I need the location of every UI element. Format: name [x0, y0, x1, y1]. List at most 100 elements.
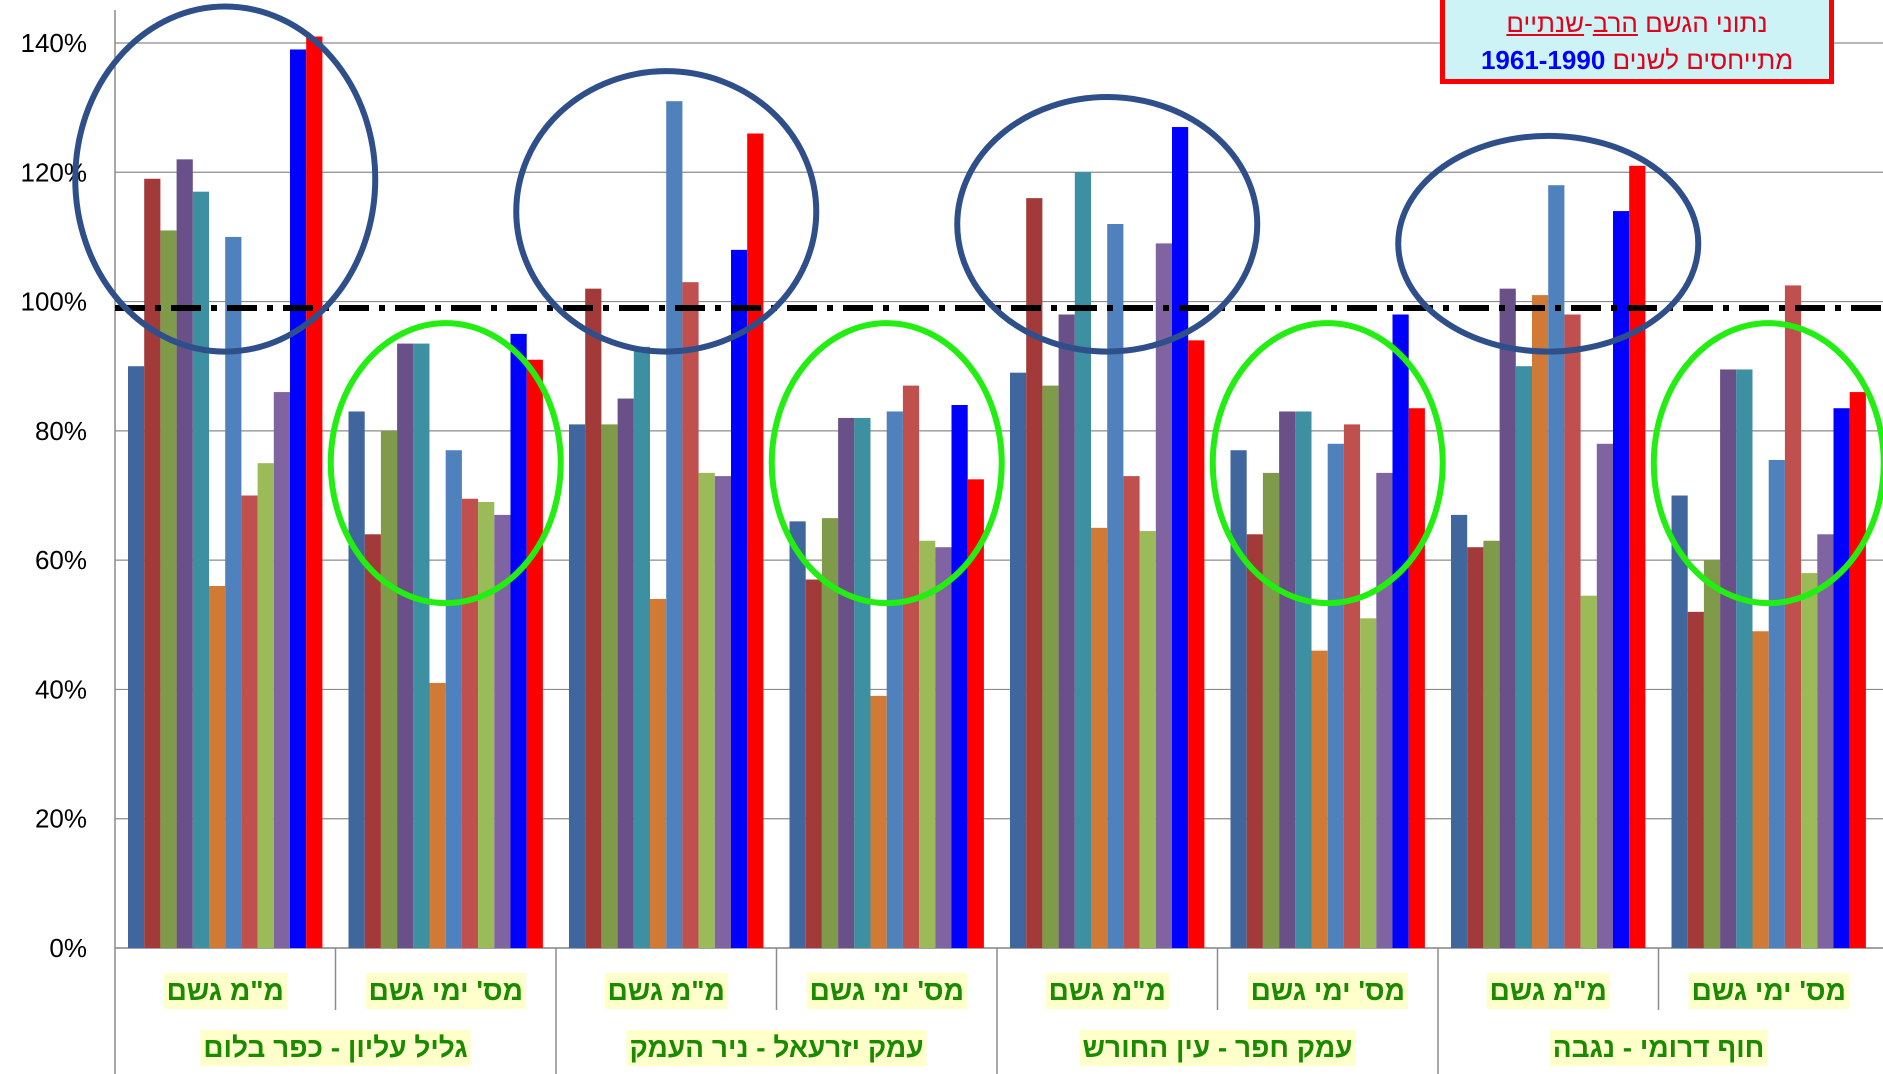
bar: [870, 695, 887, 948]
bar: [1629, 165, 1646, 949]
bar: [306, 36, 323, 949]
bar: [585, 288, 602, 949]
bar: [144, 178, 161, 948]
bar: [176, 159, 193, 948]
y-tick-label: 40%: [35, 674, 87, 704]
bar: [1736, 369, 1753, 949]
bar: [838, 417, 855, 948]
region-label-bg: [1079, 1030, 1356, 1066]
bar: [1408, 408, 1425, 948]
bar: [1768, 459, 1785, 948]
bar: [1499, 288, 1516, 949]
bar: [192, 191, 209, 948]
bar: [1784, 285, 1802, 948]
bar: [1123, 476, 1140, 948]
bar: [1279, 411, 1296, 948]
region-label: עמק חפר - עין החורש: [1083, 1032, 1353, 1063]
legend-note-line1: נתוני הגשם הרב-שנתיים: [1506, 8, 1768, 38]
y-tick-label: 80%: [35, 416, 87, 446]
bar: [1483, 540, 1500, 948]
bar: [241, 495, 258, 948]
bar: [854, 417, 871, 948]
category-label-bg: [163, 973, 287, 1009]
bar: [902, 385, 920, 948]
bar: [1817, 534, 1834, 948]
bar: [1262, 472, 1280, 948]
bar: [1720, 369, 1737, 949]
bar: [526, 359, 543, 948]
region-label: גליל עליון - כפר בלום: [203, 1032, 467, 1063]
category-label-bg: [1688, 973, 1849, 1009]
bar: [225, 236, 242, 948]
bar: [257, 463, 274, 948]
y-tick-label: 100%: [21, 287, 88, 317]
bar: [128, 366, 145, 948]
bar: [1580, 595, 1597, 948]
category-label: מס' ימי גשם: [1251, 975, 1405, 1006]
bar: [209, 586, 226, 948]
bar: [1687, 611, 1704, 948]
bar: [666, 101, 683, 948]
highlight-circle: [72, 3, 379, 355]
bar: [1801, 573, 1818, 948]
category-label: מס' ימי גשם: [369, 975, 523, 1006]
bar: [1392, 314, 1409, 948]
bar: [919, 540, 936, 948]
bar: [633, 346, 650, 949]
category-label: מס' ימי גשם: [1692, 975, 1846, 1006]
bar: [1139, 531, 1156, 948]
bar: [1026, 198, 1043, 949]
category-label-bg: [365, 973, 526, 1009]
bar: [397, 343, 414, 948]
bar: [714, 476, 731, 948]
bar: [1246, 534, 1263, 948]
bar: [510, 333, 527, 949]
bar: [1613, 211, 1630, 949]
bar: [1376, 472, 1393, 948]
bar: [1703, 560, 1721, 948]
highlight-circle: [1395, 132, 1702, 355]
bar: [273, 392, 290, 949]
bar: [821, 518, 839, 948]
bar: [1107, 224, 1124, 948]
bar: [445, 450, 462, 948]
bar: [967, 479, 984, 948]
y-tick-label: 140%: [21, 28, 88, 58]
y-tick-label: 60%: [35, 545, 87, 575]
region-label-bg: [626, 1030, 927, 1066]
bar: [650, 598, 667, 948]
bar: [429, 682, 446, 948]
bar: [1532, 295, 1549, 948]
legend-note-line2: מתייחסים לשנים 1961-1990: [1480, 45, 1794, 75]
highlight-circle: [327, 320, 564, 607]
bar: [1311, 650, 1328, 948]
category-label: מ"מ גשם: [167, 975, 284, 1006]
region-label-bg: [200, 1030, 471, 1066]
bar: [1327, 443, 1344, 948]
bar: [1295, 411, 1312, 948]
bar: [380, 430, 398, 948]
bar: [1564, 314, 1581, 948]
bar: [731, 249, 748, 948]
bar: [682, 282, 699, 948]
bar: [935, 547, 952, 948]
bar: [160, 230, 177, 948]
bar: [1155, 243, 1172, 949]
bar: [601, 424, 618, 949]
bar: [413, 343, 430, 948]
bar: [1172, 127, 1189, 949]
bar: [1010, 372, 1027, 948]
bar: [1467, 547, 1484, 948]
bar: [1833, 408, 1850, 948]
bar: [569, 424, 586, 949]
region-label: עמק יזרעאל - ניר העמק: [629, 1032, 923, 1063]
bar: [478, 501, 495, 948]
bar: [1188, 340, 1205, 948]
bar: [1451, 514, 1468, 948]
bar: [1596, 443, 1613, 948]
region-label-bg: [1549, 1030, 1768, 1066]
highlight-circle: [768, 320, 1005, 607]
bar: [886, 411, 903, 948]
bar: [951, 405, 968, 948]
